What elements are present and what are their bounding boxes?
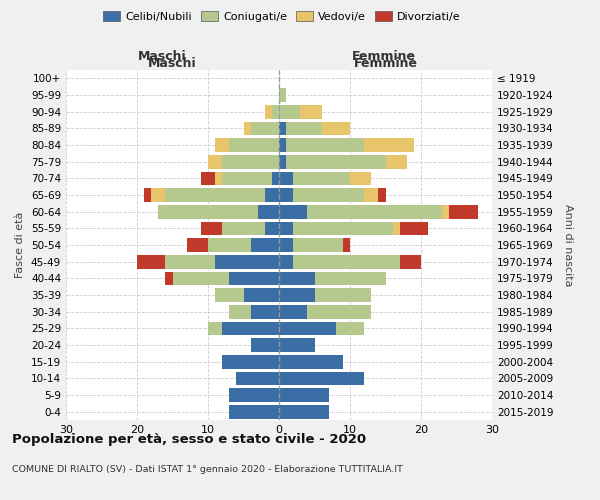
Bar bbox=[293, 255, 400, 268]
Bar bbox=[279, 138, 286, 152]
Bar bbox=[279, 388, 329, 402]
Bar bbox=[364, 138, 414, 152]
Bar bbox=[307, 205, 442, 218]
Y-axis label: Fasce di età: Fasce di età bbox=[16, 212, 25, 278]
Bar bbox=[208, 238, 251, 252]
Text: Maschi: Maschi bbox=[137, 50, 187, 62]
Text: Popolazione per età, sesso e stato civile - 2020: Popolazione per età, sesso e stato civil… bbox=[12, 432, 366, 446]
Bar bbox=[279, 205, 307, 218]
Bar bbox=[286, 122, 322, 135]
Bar bbox=[322, 122, 350, 135]
Bar bbox=[286, 155, 386, 168]
Bar bbox=[265, 222, 279, 235]
Bar bbox=[279, 255, 293, 268]
Bar bbox=[215, 172, 222, 185]
Bar bbox=[336, 322, 364, 335]
Bar bbox=[442, 205, 449, 218]
Bar bbox=[244, 122, 251, 135]
Y-axis label: Anni di nascita: Anni di nascita bbox=[563, 204, 573, 286]
Bar bbox=[229, 272, 279, 285]
Bar bbox=[279, 238, 293, 252]
Bar bbox=[251, 338, 279, 352]
Bar bbox=[272, 105, 279, 118]
Bar bbox=[222, 155, 279, 168]
Bar bbox=[222, 222, 265, 235]
Bar bbox=[279, 305, 307, 318]
Bar bbox=[166, 188, 265, 202]
Bar bbox=[279, 322, 336, 335]
Bar bbox=[314, 288, 371, 302]
Bar bbox=[279, 222, 293, 235]
Bar bbox=[279, 272, 314, 285]
Bar bbox=[286, 138, 364, 152]
Bar bbox=[279, 405, 329, 418]
Bar bbox=[400, 222, 428, 235]
Bar bbox=[208, 322, 222, 335]
Bar bbox=[279, 172, 293, 185]
Bar bbox=[293, 188, 364, 202]
Bar bbox=[137, 255, 166, 268]
Text: Maschi: Maschi bbox=[148, 57, 197, 70]
Bar bbox=[215, 255, 279, 268]
Text: COMUNE DI RIALTO (SV) - Dati ISTAT 1° gennaio 2020 - Elaborazione TUTTITALIA.IT: COMUNE DI RIALTO (SV) - Dati ISTAT 1° ge… bbox=[12, 466, 403, 474]
Bar bbox=[350, 172, 371, 185]
Bar bbox=[251, 305, 279, 318]
Bar bbox=[166, 255, 215, 268]
Bar bbox=[293, 172, 350, 185]
Bar bbox=[229, 138, 279, 152]
Bar bbox=[222, 172, 272, 185]
Text: Femmine: Femmine bbox=[353, 57, 418, 70]
Bar bbox=[229, 388, 279, 402]
Bar bbox=[151, 188, 166, 202]
Bar bbox=[279, 355, 343, 368]
Bar bbox=[386, 155, 407, 168]
Bar bbox=[236, 372, 279, 385]
Bar bbox=[201, 172, 215, 185]
Bar bbox=[279, 188, 293, 202]
Bar bbox=[279, 372, 364, 385]
Bar bbox=[229, 405, 279, 418]
Bar bbox=[265, 105, 272, 118]
Bar bbox=[279, 338, 314, 352]
Bar bbox=[279, 288, 314, 302]
Bar bbox=[301, 105, 322, 118]
Bar bbox=[293, 222, 392, 235]
Bar bbox=[307, 305, 371, 318]
Bar bbox=[251, 122, 279, 135]
Bar bbox=[392, 222, 400, 235]
Bar bbox=[293, 238, 343, 252]
Legend: Celibi/Nubili, Coniugati/e, Vedovi/e, Divorziati/e: Celibi/Nubili, Coniugati/e, Vedovi/e, Di… bbox=[100, 8, 464, 25]
Bar bbox=[215, 138, 229, 152]
Bar bbox=[222, 355, 279, 368]
Bar bbox=[222, 322, 279, 335]
Bar bbox=[215, 288, 244, 302]
Bar bbox=[314, 272, 386, 285]
Bar bbox=[144, 188, 151, 202]
Bar bbox=[343, 238, 350, 252]
Bar bbox=[400, 255, 421, 268]
Bar bbox=[158, 205, 258, 218]
Bar bbox=[201, 222, 222, 235]
Text: Femmine: Femmine bbox=[352, 50, 416, 62]
Bar bbox=[208, 155, 222, 168]
Bar bbox=[379, 188, 386, 202]
Bar bbox=[244, 288, 279, 302]
Bar bbox=[279, 155, 286, 168]
Bar bbox=[272, 172, 279, 185]
Bar bbox=[166, 272, 173, 285]
Bar bbox=[449, 205, 478, 218]
Bar bbox=[251, 238, 279, 252]
Bar bbox=[229, 305, 251, 318]
Bar bbox=[258, 205, 279, 218]
Bar bbox=[279, 105, 301, 118]
Bar bbox=[279, 122, 286, 135]
Bar bbox=[279, 88, 286, 102]
Bar bbox=[265, 188, 279, 202]
Bar bbox=[173, 272, 229, 285]
Bar bbox=[364, 188, 379, 202]
Bar bbox=[187, 238, 208, 252]
